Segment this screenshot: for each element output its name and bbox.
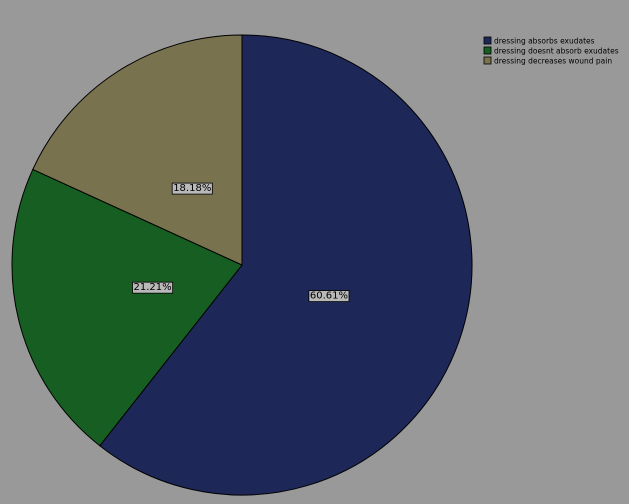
slice-label-text: 18.18% (173, 183, 211, 194)
slice-label-box (132, 281, 174, 294)
slice-labels: 60.61% 21.21% 18.18% (132, 182, 350, 303)
legend-swatch (483, 36, 492, 45)
slice-label-1: 60.61% (308, 290, 350, 303)
pie-slices (11, 34, 473, 496)
slice-label-2: 21.21% (132, 281, 174, 294)
pie-slice-2 (11, 168, 243, 447)
legend-label: dressing absorbs exudates (494, 37, 595, 46)
legend-label: dressing decreases wound pain (494, 57, 612, 66)
legend-label: dressing doesnt absorb exudates (494, 47, 619, 56)
legend-item-1: dressing absorbs exudates (483, 36, 595, 46)
legend-item-2: dressing doesnt absorb exudates (483, 46, 619, 56)
slice-label-box (171, 182, 213, 195)
legend-swatch (483, 46, 492, 55)
slice-label-box (308, 290, 350, 303)
slice-label-text: 21.21% (134, 282, 172, 293)
pie-slice-1 (99, 34, 473, 496)
pie-slice-3 (32, 34, 243, 266)
slice-label-text: 60.61% (310, 291, 348, 302)
legend-item-3: dressing decreases wound pain (483, 56, 612, 66)
slice-label-3: 18.18% (171, 182, 213, 195)
legend-swatch (483, 56, 492, 65)
